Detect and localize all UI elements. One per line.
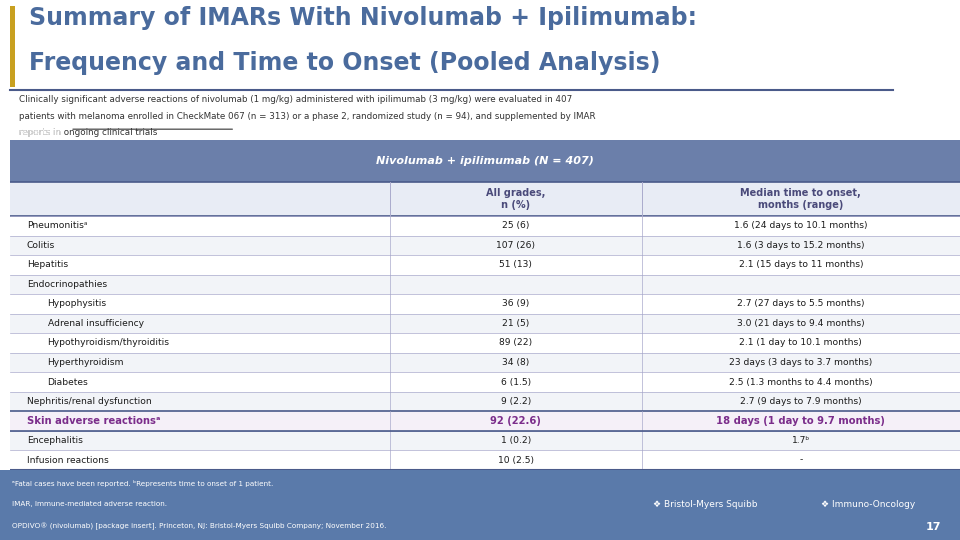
Text: ❖ Immuno-Oncology: ❖ Immuno-Oncology: [821, 501, 915, 509]
Text: 2.5 (1.3 months to 4.4 months): 2.5 (1.3 months to 4.4 months): [729, 377, 873, 387]
Text: 36 (9): 36 (9): [502, 300, 529, 308]
Bar: [10, 255, 960, 275]
Text: 92 (22.6): 92 (22.6): [491, 416, 541, 426]
Bar: [10, 5, 15, 87]
Text: IMAR, Immune-mediated adverse reaction.: IMAR, Immune-mediated adverse reaction.: [12, 501, 166, 508]
Text: Hyperthyroidism: Hyperthyroidism: [48, 358, 124, 367]
Bar: [10, 392, 960, 411]
Text: 10 (2.5): 10 (2.5): [497, 456, 534, 464]
Text: Clinically significant adverse reactions of nivolumab (1 mg/kg) administered wit: Clinically significant adverse reactions…: [19, 96, 572, 104]
Text: 23 days (3 days to 3.7 months): 23 days (3 days to 3.7 months): [730, 358, 873, 367]
Bar: [10, 450, 960, 470]
Text: Hypothyroidism/thyroiditis: Hypothyroidism/thyroiditis: [48, 339, 170, 347]
Text: 25 (6): 25 (6): [502, 221, 529, 231]
Bar: [10, 314, 960, 333]
Text: Encephalitis: Encephalitis: [27, 436, 83, 445]
Text: 21 (5): 21 (5): [502, 319, 529, 328]
Text: 1 (0.2): 1 (0.2): [500, 436, 531, 445]
Text: 6 (1.5): 6 (1.5): [500, 377, 531, 387]
Text: reports in ongoing clinical trials: reports in ongoing clinical trials: [19, 128, 157, 137]
Text: Colitis: Colitis: [27, 241, 55, 250]
Text: OPDIVO® (nivolumab) [package insert]. Princeton, NJ: Bristol-Myers Squibb Compan: OPDIVO® (nivolumab) [package insert]. Pr…: [12, 523, 386, 530]
Text: reports in: reports in: [19, 128, 64, 137]
Text: All grades,
n (%): All grades, n (%): [486, 188, 545, 210]
Text: Skin adverse reactionsᵃ: Skin adverse reactionsᵃ: [27, 416, 160, 426]
Bar: [10, 333, 960, 353]
Bar: [10, 140, 960, 181]
Text: Frequency and Time to Onset (Pooled Analysis): Frequency and Time to Onset (Pooled Anal…: [29, 51, 660, 75]
Text: ᵃFatal cases have been reported. ᵇRepresents time to onset of 1 patient.: ᵃFatal cases have been reported. ᵇRepres…: [12, 481, 273, 487]
Text: Pneumonitisᵃ: Pneumonitisᵃ: [27, 221, 87, 231]
Bar: [10, 372, 960, 391]
Text: 1.6 (24 days to 10.1 months): 1.6 (24 days to 10.1 months): [734, 221, 868, 231]
Text: Diabetes: Diabetes: [48, 377, 88, 387]
Text: Nivolumab + ipilimumab (N = 407): Nivolumab + ipilimumab (N = 407): [376, 156, 593, 166]
Text: Summary of IMARs With Nivolumab + Ipilimumab:: Summary of IMARs With Nivolumab + Ipilim…: [29, 5, 697, 30]
Text: Hypophysitis: Hypophysitis: [48, 300, 107, 308]
Text: -: -: [799, 456, 803, 464]
Bar: [10, 353, 960, 372]
Bar: [10, 294, 960, 314]
Text: Infusion reactions: Infusion reactions: [27, 456, 108, 464]
Text: 3.0 (21 days to 9.4 months): 3.0 (21 days to 9.4 months): [737, 319, 865, 328]
Text: 17: 17: [925, 522, 941, 531]
Bar: [10, 431, 960, 450]
Text: 2.1 (1 day to 10.1 months): 2.1 (1 day to 10.1 months): [739, 339, 862, 347]
Text: 51 (13): 51 (13): [499, 260, 532, 269]
Text: patients with melanoma enrolled in CheckMate 067 (n = 313) or a phase 2, randomi: patients with melanoma enrolled in Check…: [19, 112, 596, 120]
Bar: [10, 235, 960, 255]
Text: Hepatitis: Hepatitis: [27, 260, 68, 269]
Bar: [10, 181, 960, 216]
Text: Median time to onset,
months (range): Median time to onset, months (range): [740, 188, 861, 210]
Text: 2.1 (15 days to 11 months): 2.1 (15 days to 11 months): [738, 260, 863, 269]
Text: 9 (2.2): 9 (2.2): [500, 397, 531, 406]
Text: 1.7ᵇ: 1.7ᵇ: [792, 436, 810, 445]
Text: 89 (22): 89 (22): [499, 339, 532, 347]
Text: 2.7 (9 days to 7.9 months): 2.7 (9 days to 7.9 months): [740, 397, 862, 406]
Text: Endocrinopathies: Endocrinopathies: [27, 280, 107, 289]
Text: 2.7 (27 days to 5.5 months): 2.7 (27 days to 5.5 months): [737, 300, 865, 308]
Text: Adrenal insufficiency: Adrenal insufficiency: [48, 319, 144, 328]
Bar: [10, 216, 960, 235]
Bar: [10, 275, 960, 294]
Text: ❖ Bristol-Myers Squibb: ❖ Bristol-Myers Squibb: [653, 501, 757, 509]
Text: Nephritis/renal dysfunction: Nephritis/renal dysfunction: [27, 397, 152, 406]
Text: 34 (8): 34 (8): [502, 358, 529, 367]
Text: 1.6 (3 days to 15.2 months): 1.6 (3 days to 15.2 months): [737, 241, 865, 250]
Text: 18 days (1 day to 9.7 months): 18 days (1 day to 9.7 months): [716, 416, 885, 426]
Text: 107 (26): 107 (26): [496, 241, 535, 250]
Bar: [10, 411, 960, 431]
